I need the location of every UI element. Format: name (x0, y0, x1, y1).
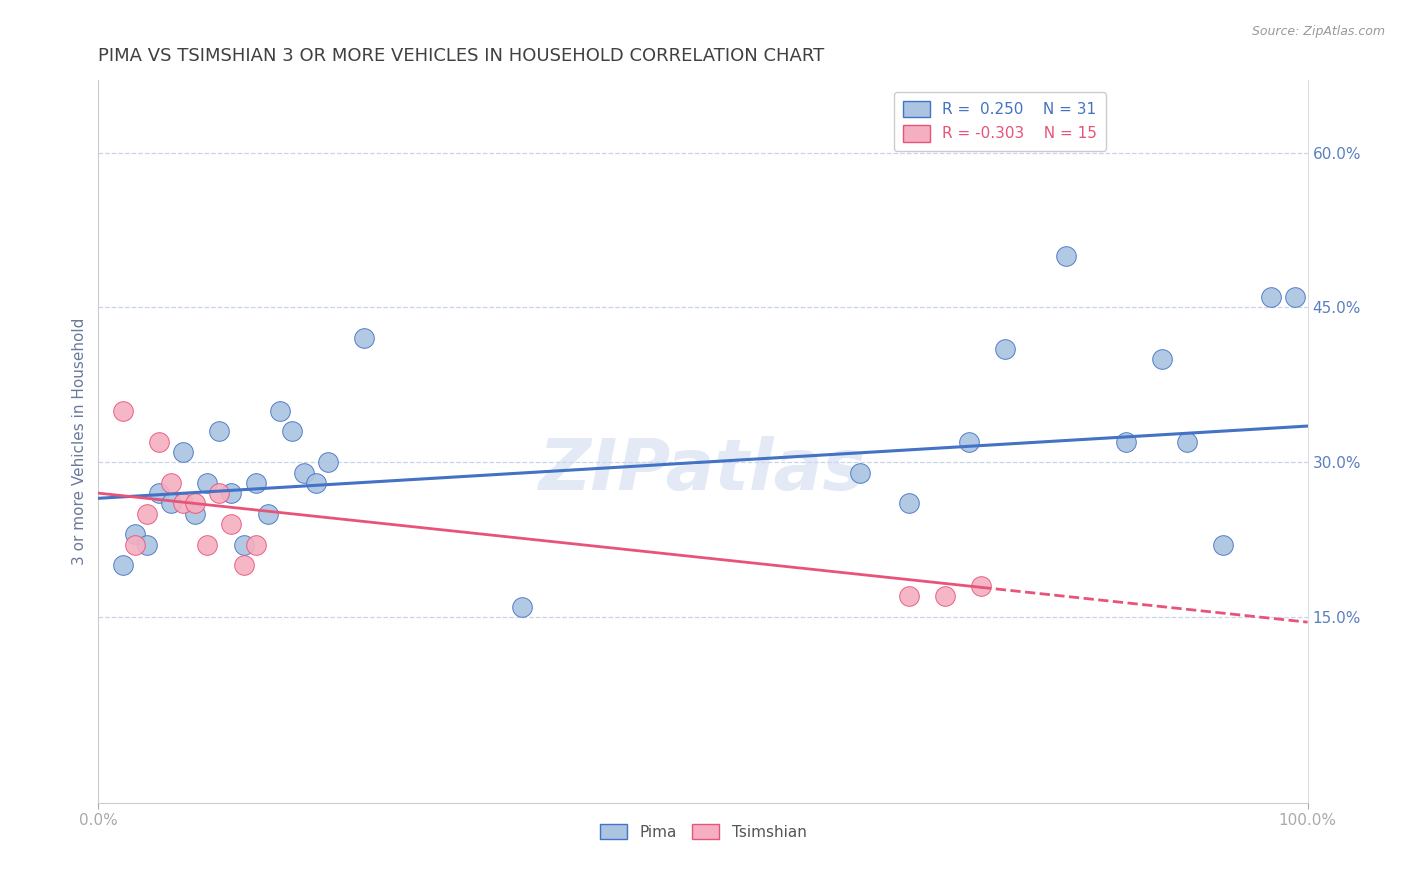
Point (353, 331, 375, 345)
Point (124, 527, 146, 541)
Point (1115, 434, 1137, 449)
Point (195, 475, 218, 490)
Point (184, 496, 207, 510)
Point (897, 496, 920, 510)
Point (111, 403, 134, 417)
Point (1152, 351, 1174, 366)
Text: Source: ZipAtlas.com: Source: ZipAtlas.com (1251, 25, 1385, 38)
Point (208, 424, 231, 438)
Point (124, 538, 146, 552)
Point (160, 496, 183, 510)
Point (232, 558, 254, 573)
Point (510, 599, 533, 614)
Point (957, 434, 980, 449)
Text: PIMA VS TSIMSHIAN 3 OR MORE VEHICLES IN HOUSEHOLD CORRELATION CHART: PIMA VS TSIMSHIAN 3 OR MORE VEHICLES IN … (98, 47, 825, 65)
Point (1175, 434, 1198, 449)
Point (232, 538, 254, 552)
Point (1284, 290, 1306, 304)
Point (994, 342, 1017, 356)
Point (135, 507, 157, 521)
Point (245, 538, 267, 552)
Point (184, 507, 207, 521)
Legend: Pima, Tsimshian: Pima, Tsimshian (593, 818, 813, 846)
Text: ZIPatlas: ZIPatlas (540, 436, 866, 505)
Point (292, 466, 315, 480)
Point (970, 579, 993, 593)
Point (221, 486, 243, 500)
Point (305, 475, 328, 490)
Y-axis label: 3 or more Vehicles in Household: 3 or more Vehicles in Household (72, 318, 87, 566)
Point (208, 486, 231, 500)
Point (281, 424, 304, 438)
Point (1260, 290, 1282, 304)
Point (245, 475, 267, 490)
Point (256, 507, 278, 521)
Point (1212, 538, 1234, 552)
Point (897, 590, 920, 604)
Point (160, 475, 183, 490)
Point (1054, 249, 1077, 263)
Point (934, 590, 956, 604)
Point (135, 538, 157, 552)
Point (269, 403, 291, 417)
Point (316, 455, 339, 469)
Point (172, 445, 194, 459)
Point (195, 538, 218, 552)
Point (111, 558, 134, 573)
Point (148, 486, 170, 500)
Point (172, 496, 194, 510)
Point (148, 434, 170, 449)
Point (849, 466, 872, 480)
Point (221, 517, 243, 532)
